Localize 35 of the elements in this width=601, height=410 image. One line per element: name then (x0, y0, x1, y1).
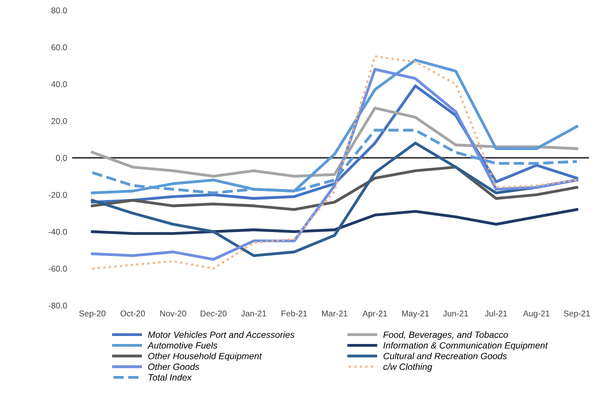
legend-label: c/w Clothing (383, 363, 432, 372)
legend-label: Total Index (148, 374, 192, 381)
y-tick-label: -40.0 (48, 228, 67, 235)
line-series (90, 58, 578, 194)
y-tick-label: -60.0 (48, 266, 67, 272)
x-tick-label: Sep-20 (79, 310, 106, 318)
y-tick-label: 0.0 (56, 155, 67, 161)
legend-label: Other Household Equipment (148, 352, 262, 362)
x-tick-label: Jan-21 (241, 310, 266, 316)
y-tick-label: -20.0 (48, 192, 67, 198)
legend-label: Automotive Fuels (147, 342, 218, 349)
x-tick-label: Mar-21 (322, 310, 348, 316)
y-tick-label: -80.0 (48, 302, 67, 309)
legend-label: Information & Communication Equipment (383, 342, 548, 350)
x-tick-label: Nov-20 (160, 310, 186, 316)
line-series (90, 106, 578, 178)
x-tick-label: Jun-21 (443, 310, 468, 316)
x-tick-label: Aug-21 (523, 310, 550, 318)
x-tick-label: Oct-20 (120, 310, 145, 316)
x-tick-label: May-21 (402, 310, 429, 318)
legend-label: Other Goods (148, 363, 200, 370)
x-tick-label: Apr-21 (362, 310, 388, 318)
x-tick-label: Dec-20 (200, 310, 227, 316)
legend-label: Cultural and Recreation Goods (384, 352, 507, 360)
x-tick-label: Feb-21 (282, 310, 308, 316)
x-tick-label: Sep-21 (564, 310, 590, 318)
line-series (90, 208, 578, 235)
y-tick-label: 80.0 (51, 7, 67, 14)
y-tick-label: 40.0 (51, 81, 67, 88)
y-tick-label: 60.0 (51, 44, 67, 50)
y-tick-label: 20.0 (51, 118, 67, 124)
legend-label: Motor Vehicles Port and Accessories (148, 331, 294, 338)
legend-label: Food, Beverages, and Tobacco (383, 331, 508, 340)
line-series (90, 166, 578, 211)
x-tick-label: Jul-21 (484, 310, 508, 316)
